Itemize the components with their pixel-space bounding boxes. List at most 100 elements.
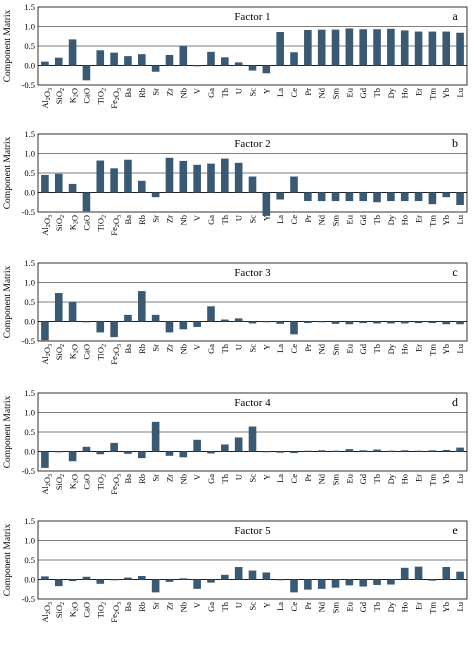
x-tick-label: Tb	[372, 602, 382, 611]
x-tick-label: TiO2	[95, 344, 107, 360]
x-tick-label: Ba	[123, 474, 133, 484]
bar-2-18	[276, 192, 284, 200]
bar-1-11	[179, 46, 188, 66]
x-tick-label: Pr	[303, 474, 313, 482]
bar-3-1	[41, 321, 49, 341]
x-tick-label: Y	[261, 88, 271, 94]
bar-3-21	[317, 321, 326, 323]
bar-5-15	[234, 567, 243, 580]
x-tick-label: Nd	[317, 601, 327, 612]
x-tick-label: Ba	[123, 602, 133, 612]
y-tick-label: 1.0	[24, 408, 35, 418]
bar-4-15	[234, 437, 243, 452]
bar-3-10	[165, 321, 174, 333]
bar-2-20	[304, 192, 312, 202]
x-tick-label: Sm	[331, 602, 341, 614]
bar-5-22	[331, 579, 340, 588]
bar-2-6	[110, 168, 118, 193]
y-axis-label: Component Matrix	[3, 136, 13, 209]
bar-1-22	[331, 29, 340, 66]
x-tick-label: Eu	[344, 87, 354, 97]
x-tick-label: Pr	[303, 602, 313, 610]
x-tick-label: Eu	[344, 214, 354, 224]
x-tick-label: TiO2	[95, 474, 107, 490]
bar-3-17	[262, 321, 271, 323]
x-tick-label: U	[234, 88, 244, 94]
bar-3-18	[276, 321, 284, 324]
bar-4-1	[41, 451, 49, 468]
bar-5-29	[428, 579, 437, 581]
bar-4-5	[96, 451, 105, 455]
bar-3-27	[400, 321, 409, 324]
bar-5-16	[248, 570, 257, 580]
bar-1-24	[359, 29, 368, 66]
y-tick-label: 1.0	[24, 149, 35, 159]
x-tick-label: CaO	[81, 88, 91, 104]
bar-2-11	[179, 160, 188, 193]
x-tick-label: Zr	[164, 88, 174, 96]
bar-4-26	[387, 450, 395, 452]
x-tick-label: U	[234, 602, 244, 608]
x-tick-label: Gd	[358, 214, 368, 225]
x-tick-label: Nd	[317, 343, 327, 354]
x-tick-label: Rb	[137, 88, 147, 98]
x-tick-label: Fe2O3	[109, 344, 123, 365]
x-tick-label: Er	[414, 215, 424, 223]
x-tick-label: Fe2O3	[109, 88, 123, 109]
x-tick-label: Nb	[178, 215, 188, 225]
x-tick-label: Lu	[455, 87, 465, 97]
bar-1-6	[110, 52, 118, 66]
bar-4-3	[68, 451, 77, 462]
bar-3-29	[428, 321, 437, 324]
bar-4-27	[400, 450, 409, 452]
x-tick-label: Sr	[151, 215, 161, 223]
y-tick-label: -0.5	[22, 80, 35, 90]
x-tick-label: V	[192, 87, 202, 94]
bar-3-11	[179, 321, 188, 330]
x-tick-label: Dy	[386, 601, 396, 612]
bar-2-21	[317, 192, 326, 202]
bar-4-30	[442, 449, 451, 452]
bar-1-21	[317, 29, 326, 66]
bar-4-13	[207, 451, 215, 454]
x-tick-label: Tb	[372, 474, 382, 483]
y-tick-label: -0.5	[22, 207, 35, 217]
x-tick-label: CaO	[81, 602, 91, 618]
y-tick-label: 0.0	[24, 61, 35, 71]
x-tick-label: Zr	[164, 215, 174, 223]
x-tick-label: SiO2	[54, 344, 66, 360]
x-tick-label: Al2O3	[40, 215, 54, 236]
x-tick-label: Y	[261, 344, 271, 350]
bar-5-5	[96, 579, 105, 584]
bar-2-3	[68, 183, 77, 193]
x-tick-label: Sr	[151, 474, 161, 482]
x-tick-label: Ga	[206, 215, 216, 225]
y-axis-label: Component Matrix	[3, 395, 13, 468]
x-tick-label: Yb	[441, 215, 451, 225]
x-tick-label: Tm	[427, 602, 437, 614]
x-tick-label: SiO2	[54, 88, 66, 104]
x-tick-label: Lu	[455, 343, 465, 353]
bar-1-30	[442, 31, 451, 66]
bar-3-16	[248, 321, 257, 324]
bar-5-17	[262, 572, 271, 580]
bar-4-31	[456, 447, 464, 452]
bar-4-11	[179, 451, 188, 458]
bar-4-17	[262, 451, 271, 453]
x-tick-label: Nb	[178, 602, 188, 612]
x-tick-label: La	[275, 344, 285, 353]
x-tick-label: Fe2O3	[109, 602, 123, 623]
x-tick-label: La	[275, 602, 285, 611]
bar-2-15	[234, 162, 243, 193]
x-tick-label: V	[192, 473, 202, 480]
y-axis-label: Component Matrix	[3, 523, 13, 596]
x-tick-label: Eu	[344, 343, 354, 353]
x-tick-label: Zr	[164, 474, 174, 482]
x-tick-label: Sm	[331, 344, 341, 356]
bar-5-21	[317, 579, 326, 589]
bar-1-19	[290, 52, 298, 66]
bar-2-12	[193, 164, 201, 193]
